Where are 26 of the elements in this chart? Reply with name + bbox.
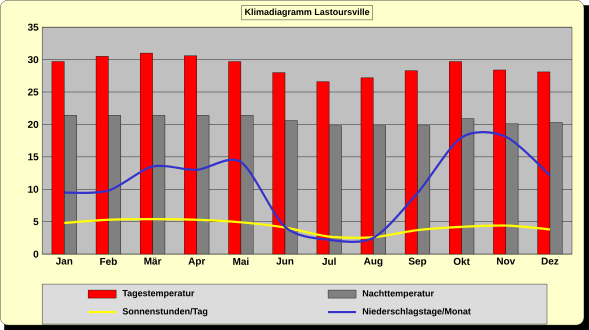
y-tick-label: 25 bbox=[28, 88, 38, 96]
y-tick-label: 35 bbox=[28, 24, 38, 31]
x-tick-label: Jul bbox=[322, 258, 336, 265]
x-tick-label: Feb bbox=[100, 258, 117, 265]
y-tick-label: 30 bbox=[28, 56, 38, 64]
y-tick-label: 10 bbox=[28, 186, 38, 193]
legend-label: Niederschlagstage/Monat bbox=[362, 308, 471, 316]
y-tick-label: 0 bbox=[34, 250, 38, 258]
y-tick-label: 15 bbox=[28, 153, 38, 160]
x-tick-label: Dez bbox=[542, 258, 558, 265]
x-tick-label: Jan bbox=[56, 258, 72, 265]
x-tick-label: Nov bbox=[497, 258, 516, 265]
line-series bbox=[63, 218, 552, 239]
x-tick-label: Mai bbox=[233, 258, 248, 265]
x-tick-label: Aug bbox=[364, 258, 382, 267]
legend-label: Sonnenstunden/Tag bbox=[122, 308, 208, 316]
legend-label: Tagestemperatur bbox=[122, 290, 194, 298]
x-tick-label: Mär bbox=[144, 258, 162, 265]
x-tick-label: Jun bbox=[276, 258, 294, 265]
x-tick-label: Apr bbox=[188, 258, 206, 267]
y-tick-label: 20 bbox=[28, 120, 38, 128]
x-tick-label: Sep bbox=[408, 258, 426, 267]
chart-title: Klimadiagramm Lastoursville bbox=[245, 8, 370, 17]
y-tick-label: 5 bbox=[33, 218, 38, 226]
legend-label: Nachttemperatur bbox=[362, 290, 434, 298]
x-tick-label: Okt bbox=[454, 258, 470, 265]
